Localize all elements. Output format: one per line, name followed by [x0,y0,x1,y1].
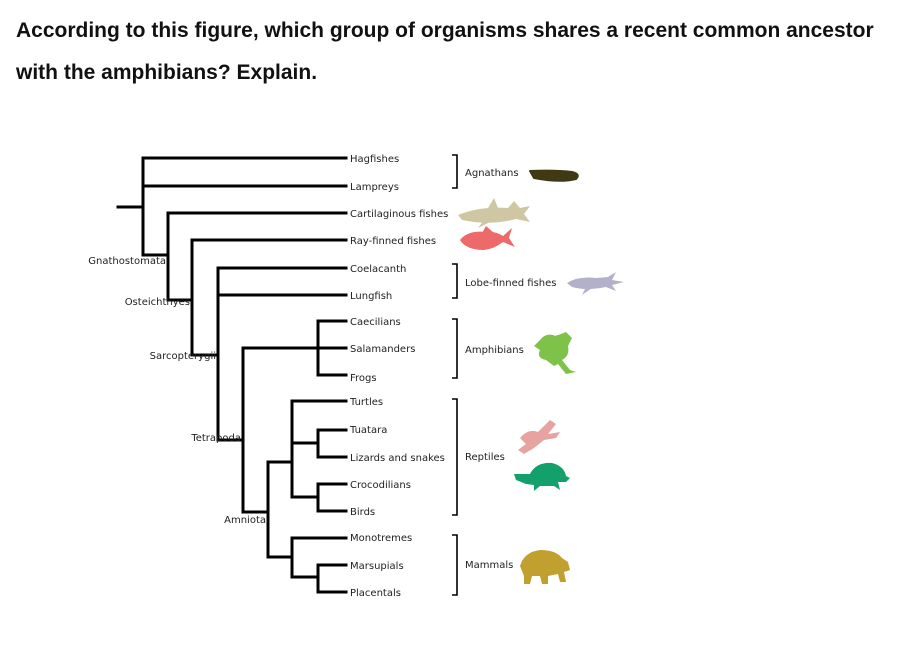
taxon-label: Placentals [350,588,401,599]
group-brackets [452,154,458,596]
ray-finned-fish-silhouette [460,226,515,250]
bracket-agnathans [452,154,458,189]
bracket-amphibians [452,318,458,379]
turtle-silhouette [514,462,570,491]
group-labels: Agnathans Lobe-finned fishes Amphibians … [465,168,556,571]
taxon-label: Marsupials [350,561,404,572]
taxon-label: Crocodilians [350,480,411,491]
branch-reptiles [290,399,348,513]
shark-silhouette [458,198,530,228]
taxon-label: Lampreys [350,182,399,193]
branch-amniota [241,460,294,559]
clade-label-sarcopterygii: Sarcopterygii [150,351,216,362]
lamprey-silhouette [529,169,579,182]
group-label-mammals: Mammals [465,560,513,571]
taxon-label: Ray-finned fishes [350,236,436,247]
tree-branches [116,156,348,594]
taxon-label: Frogs [350,373,377,384]
question-text: According to this figure, which group of… [16,19,874,84]
branch-gnathostomata [141,184,170,257]
bird-silhouette [518,420,560,454]
branch-osteichthyes [166,238,348,357]
lobe-finned-fish-silhouette [567,272,624,295]
taxon-label: Salamanders [350,344,415,355]
branch-tetrapoda [216,346,320,514]
bracket-lobe-finned [452,263,458,299]
bracket-reptiles [452,398,458,516]
taxon-label: Cartilaginous fishes [350,209,448,220]
frog-silhouette [534,332,576,374]
clade-label-amniota: Amniota [224,515,266,526]
taxon-label: Hagfishes [350,154,399,165]
bear-silhouette [520,550,570,584]
group-label-lobe-finned: Lobe-finned fishes [465,278,556,289]
group-label-reptiles: Reptiles [465,452,505,463]
clade-label-osteichthyes: Osteichthyes [125,297,190,308]
bracket-mammals [452,534,458,596]
branch-cartilaginous [166,211,348,302]
taxon-label: Tuatara [349,425,387,436]
branch-mammals [290,536,348,594]
group-label-agnathans: Agnathans [465,168,519,179]
taxon-labels: Hagfishes Lampreys Cartilaginous fishes … [349,154,448,599]
group-label-amphibians: Amphibians [465,345,524,356]
clade-labels: Gnathostomata Osteichthyes Sarcopterygii… [88,256,266,526]
taxon-label: Lizards and snakes [350,453,445,464]
clade-label-gnathostomata: Gnathostomata [88,256,166,267]
branch-sarcopterygii [190,266,348,442]
branch-agnathans [141,156,348,188]
taxon-label: Coelacanth [350,264,406,275]
branch-amphibians [316,319,348,377]
taxon-label: Turtles [349,397,383,408]
clade-label-tetrapoda: Tetrapoda [190,433,241,444]
taxon-label: Birds [350,507,375,518]
taxon-label: Caecilians [350,317,401,328]
taxon-label: Lungfish [350,291,392,302]
taxon-label: Monotremes [350,533,412,544]
